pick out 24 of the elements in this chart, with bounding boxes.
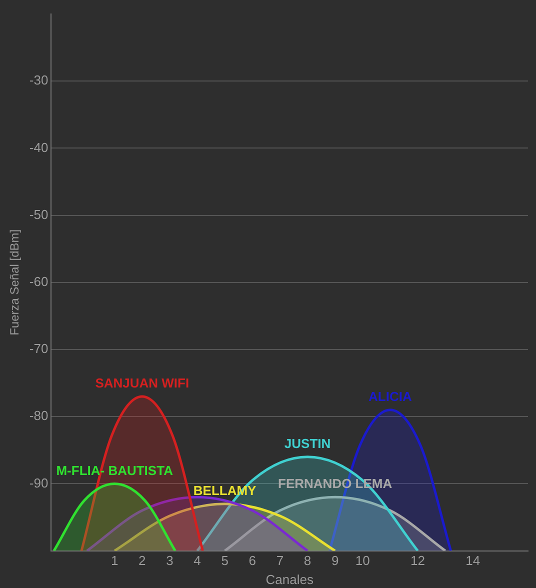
x-tick-label: 6 xyxy=(248,553,256,568)
x-tick-label: 5 xyxy=(221,553,228,568)
y-axis-title: Fuerza Señal [dBm] xyxy=(8,229,22,336)
x-axis-title: Canales xyxy=(266,572,314,587)
y-tick-label: -40 xyxy=(29,140,48,155)
y-tick-label: -30 xyxy=(29,72,48,88)
y-tick-label: -60 xyxy=(29,274,48,289)
x-tick-label: 9 xyxy=(331,553,339,568)
x-tick-label: 4 xyxy=(194,553,201,568)
y-tick-label: -70 xyxy=(29,341,48,356)
x-tick-label: 10 xyxy=(355,553,370,568)
x-tick-label: 8 xyxy=(304,553,312,568)
y-tick-label: -80 xyxy=(29,408,48,424)
y-tick-label: -50 xyxy=(29,206,48,222)
series-label: SANJUAN WIFI xyxy=(95,376,190,391)
series-label: ALICIA xyxy=(368,388,412,404)
x-tick-label: 12 xyxy=(410,553,425,568)
y-tick-label: -90 xyxy=(29,475,48,490)
x-tick-label: 7 xyxy=(276,553,284,568)
x-tick-label: 14 xyxy=(466,553,480,568)
x-tick-label: 2 xyxy=(138,553,146,568)
x-tick-label: 3 xyxy=(166,553,174,568)
series-label: JUSTIN xyxy=(284,436,331,451)
x-tick-label: 1 xyxy=(110,553,118,568)
